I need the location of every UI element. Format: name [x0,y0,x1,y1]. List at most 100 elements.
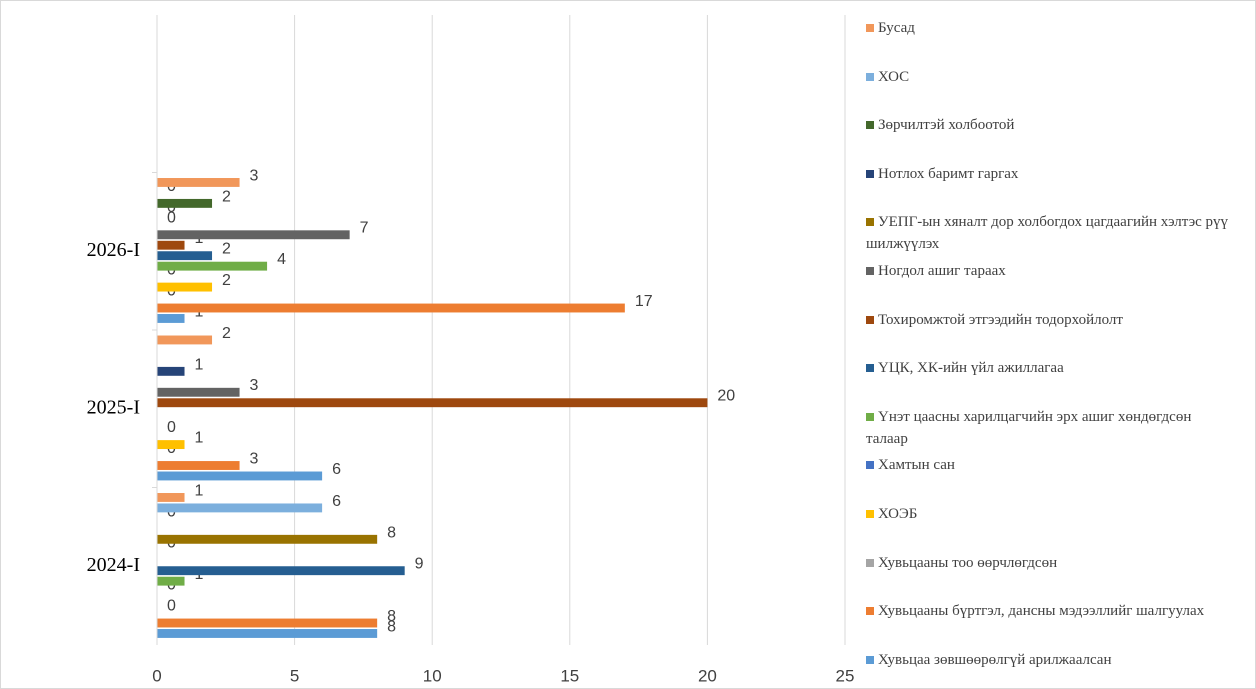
data-label: 7 [360,220,369,237]
legend-label: УЕПГ-ын хяналт дор холбогдох цагдаагийн … [866,214,1229,253]
legend-item: ҮЦК, ХК-ийн үйл ажиллагаа [866,357,1236,379]
x-tick-label: 10 [423,666,442,685]
legend-item: ХОЭБ [866,503,1236,525]
bar [157,440,185,450]
legend-swatch [866,72,874,81]
legend-swatch [866,655,874,664]
legend-label: Хувьцааны бүртгэл, дансны мэдээллийг шал… [878,603,1205,620]
data-label: 3 [250,450,259,467]
legend-item: Хамтын сан [866,454,1236,476]
bar [157,261,268,271]
data-label: 17 [635,293,653,310]
legend-item: Хувьцааны тоо өөрчлөгдсөн [866,552,1236,574]
x-tick-label: 20 [698,666,717,685]
data-label: 6 [332,461,341,478]
legend-label: Зөрчилтэй холбоотой [878,117,1015,134]
data-label: 1 [195,356,204,373]
bar [157,566,405,576]
legend-swatch [866,461,874,470]
data-label: 6 [332,493,341,510]
bar [157,534,378,544]
data-label: 0 [167,598,176,615]
legend-label: Хамтын сан [878,457,955,474]
legend-swatch [866,218,874,227]
data-label: 2 [222,325,231,342]
legend-item: Зөрчилтэй холбоотой [866,114,1236,136]
bar [157,335,213,345]
bar [157,282,213,292]
data-label: 0 [167,209,176,226]
legend-swatch [866,558,874,567]
data-label: 3 [250,167,259,184]
bar [157,251,213,261]
x-tick-label: 25 [836,666,855,685]
bar [157,398,708,408]
bar [157,618,378,628]
legend-item: ХОС [866,66,1236,88]
data-label: 3 [250,377,259,394]
bar [157,471,323,481]
legend-swatch [866,607,874,616]
legend-label: Тохиромжтой этгээдийн тодорхойлолт [878,311,1123,328]
data-label: 2 [222,272,231,289]
bar [157,366,185,376]
data-label: 9 [415,556,424,573]
legend-item: Ногдол ашиг тараах [866,260,1236,282]
legend-swatch [866,24,874,32]
data-label: 4 [277,251,286,268]
y-tick-label: 2025-I [87,396,140,418]
legend-label: Ногдол ашиг тараах [878,263,1006,279]
x-tick-label: 15 [560,666,579,685]
legend-label: Нотлох баримт гаргах [878,165,1019,182]
data-label: 1 [195,482,204,499]
legend-swatch [866,315,874,324]
legend-swatch [866,364,874,373]
data-label: 20 [717,388,735,405]
legend-label: ХОЭБ [878,506,918,522]
bar [157,493,185,502]
bar [157,240,185,250]
data-label: 2 [222,241,231,258]
legend-item: Хувьцаа зөвшөөрөлгүй арилжаалсан [866,649,1236,671]
legend-label: ҮЦК, ХК-ийн үйл ажиллагаа [878,360,1064,377]
legend-label: Хувьцаа зөвшөөрөлгүй арилжаалсан [878,651,1112,668]
legend-label: Бусад [878,20,915,36]
bar [157,387,240,397]
bar [157,303,625,313]
legend-swatch [866,169,874,178]
x-tick-label: 5 [290,666,299,685]
bar [157,503,323,513]
legend-item: Хувьцааны бүртгэл, дансны мэдээллийг шал… [866,600,1236,622]
legend-swatch [866,267,874,275]
bar [157,461,240,470]
legend-item: УЕПГ-ын хяналт дор холбогдох цагдаагийн … [866,211,1236,255]
legend-item: Нотлох баримт гаргах [866,163,1236,185]
legend-label: ХОС [878,68,910,85]
data-label: 1 [195,430,204,447]
x-tick-label: 0 [152,666,161,685]
bar [157,230,350,240]
data-label: 0 [167,419,176,436]
bar [157,198,213,208]
bar [157,178,240,187]
data-label: 8 [387,608,396,625]
data-label: 2 [222,188,231,205]
data-label: 8 [387,524,396,541]
legend-swatch [866,412,874,421]
bar [157,314,185,323]
y-tick-label: 2026-I [87,239,140,261]
legend-label: Хувьцааны тоо өөрчлөгдсөн [878,554,1058,571]
legend-item: Тохиромжтой этгээдийн тодорхойлолт [866,309,1236,331]
legend-item: Үнэт цаасны харилцагчийн эрх ашиг хөндөг… [866,406,1236,450]
y-tick-label: 2024-I [87,554,140,576]
legend-swatch [866,121,874,130]
legend-item: Бусад [866,17,1236,39]
bar [157,576,185,586]
bar [157,629,378,638]
data-label: 8 [387,618,396,635]
legend-label: Үнэт цаасны харилцагчийн эрх ашиг хөндөг… [866,408,1192,447]
legend-swatch [866,510,874,518]
